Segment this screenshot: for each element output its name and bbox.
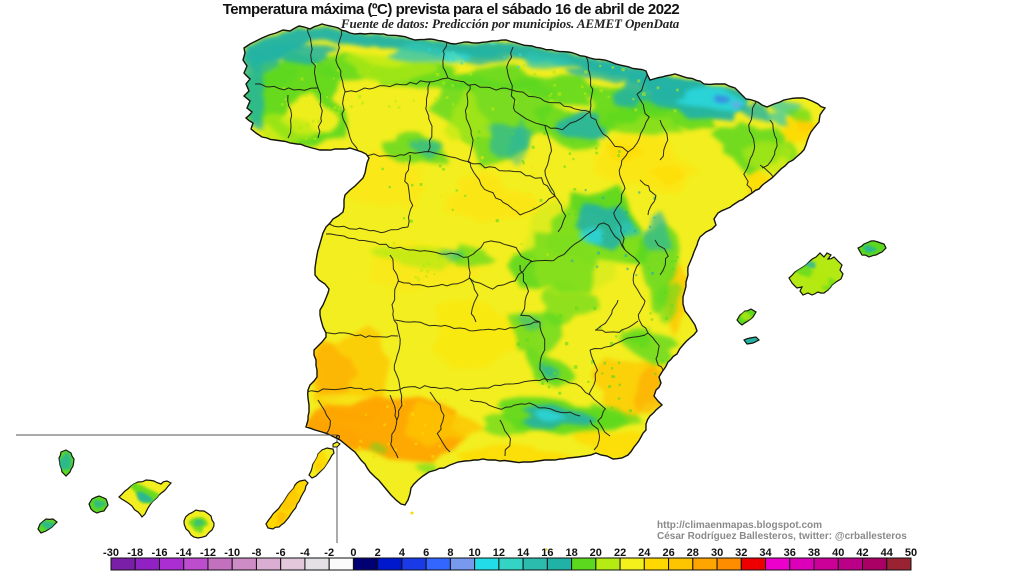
svg-text:34: 34 [759,547,772,559]
svg-text:8: 8 [447,547,453,559]
svg-text:14: 14 [517,547,530,559]
svg-text:-12: -12 [200,547,216,559]
svg-text:38: 38 [808,547,820,559]
svg-text:10: 10 [468,547,480,559]
svg-text:-4: -4 [300,547,311,559]
svg-text:28: 28 [687,547,699,559]
svg-text:-8: -8 [252,547,262,559]
svg-text:0: 0 [350,547,356,559]
svg-text:50: 50 [905,547,917,559]
svg-text:*: * [545,547,548,556]
svg-text:6: 6 [423,547,429,559]
svg-text:-14: -14 [176,547,193,559]
svg-text:18: 18 [565,547,577,559]
svg-text:-16: -16 [152,547,168,559]
svg-text:4: 4 [399,547,406,559]
svg-text:-2: -2 [324,547,334,559]
svg-text:30: 30 [711,547,723,559]
svg-text:16: 16 [541,547,553,559]
svg-text:22: 22 [614,547,626,559]
svg-text:24: 24 [638,547,651,559]
svg-text:20: 20 [590,547,602,559]
svg-text:-10: -10 [224,547,240,559]
svg-text:42: 42 [856,547,868,559]
svg-text:-18: -18 [127,547,143,559]
svg-text:44: 44 [881,547,894,559]
svg-text:-30: -30 [103,547,119,559]
svg-text:26: 26 [662,547,674,559]
svg-text:36: 36 [784,547,796,559]
svg-text:2: 2 [375,547,381,559]
svg-text:12: 12 [493,547,505,559]
svg-text:40: 40 [832,547,844,559]
svg-text:32: 32 [735,547,747,559]
svg-text:-6: -6 [276,547,286,559]
